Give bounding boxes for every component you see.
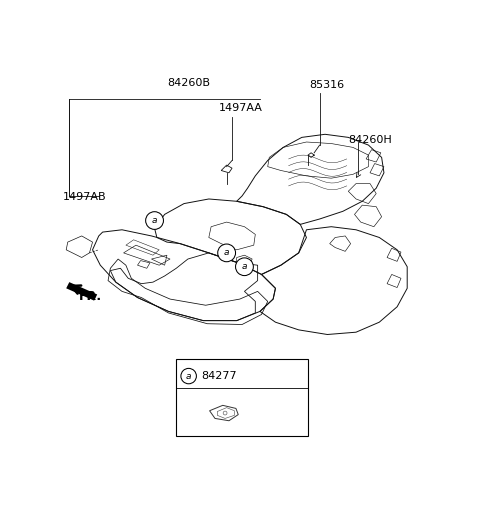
Text: 84260B: 84260B [167,78,210,88]
Bar [176,359,308,436]
Text: 1497AB: 1497AB [63,192,107,202]
Text: FR.: FR. [79,289,103,302]
Text: a: a [242,262,247,271]
Text: 1497AA: 1497AA [219,103,263,112]
Polygon shape [66,282,97,301]
Circle shape [218,244,236,262]
Text: a: a [152,216,157,225]
Text: 85316: 85316 [310,79,345,90]
Text: 84277: 84277 [201,371,237,381]
Text: a: a [224,248,229,257]
Circle shape [145,212,164,230]
Circle shape [236,258,253,276]
Text: a: a [186,372,192,381]
Text: 84260H: 84260H [348,135,392,144]
Circle shape [181,368,196,384]
